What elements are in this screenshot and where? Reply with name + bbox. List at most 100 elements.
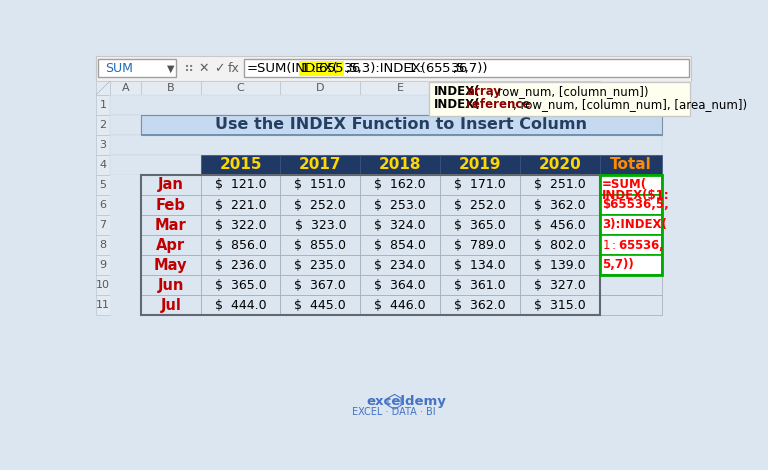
Text: $  315.0: $ 315.0 [534, 298, 586, 312]
Text: ⠶: ⠶ [184, 61, 194, 75]
Text: $  362.0: $ 362.0 [534, 198, 586, 212]
Text: ▼: ▼ [167, 63, 175, 73]
Text: 8: 8 [99, 240, 107, 250]
Bar [520, 235, 600, 255]
Text: $  365.0: $ 365.0 [215, 279, 266, 291]
Text: 4: 4 [99, 160, 107, 170]
Bar [110, 215, 141, 235]
Text: Jan: Jan [158, 178, 184, 193]
Bar [360, 81, 440, 95]
Text: $  251.0: $ 251.0 [534, 179, 586, 191]
Bar [600, 295, 662, 315]
Text: $  856.0: $ 856.0 [214, 239, 266, 251]
Bar [96, 155, 110, 175]
Text: Total: Total [610, 157, 651, 172]
Text: INDEX($1:: INDEX($1: [602, 189, 670, 202]
Bar [141, 175, 200, 195]
Bar [110, 135, 662, 155]
Text: $  322.0: $ 322.0 [215, 219, 266, 232]
Text: ✕: ✕ [198, 62, 209, 75]
Bar [141, 175, 600, 315]
Bar [280, 275, 360, 295]
Bar [360, 295, 440, 315]
Bar [360, 195, 440, 215]
Bar [440, 235, 520, 255]
Text: INDEX(: INDEX( [434, 98, 481, 111]
Text: =SUM(INDEX(: =SUM(INDEX( [247, 62, 339, 75]
Text: $  253.0: $ 253.0 [374, 198, 426, 212]
Bar [520, 81, 600, 95]
Bar [96, 175, 110, 195]
Text: reference: reference [466, 98, 531, 111]
Bar [280, 81, 360, 95]
Bar [141, 115, 662, 135]
Bar [520, 255, 600, 275]
Bar [141, 295, 200, 315]
Bar [440, 295, 520, 315]
Text: $  234.0: $ 234.0 [374, 258, 426, 272]
Bar [96, 56, 691, 81]
Text: B: B [167, 83, 174, 93]
Text: $  323.0: $ 323.0 [295, 219, 346, 232]
Bar [520, 195, 600, 215]
Bar [141, 255, 200, 275]
Bar [110, 115, 141, 135]
Text: Use the INDEX Function to Insert Column: Use the INDEX Function to Insert Column [215, 118, 588, 133]
Bar [141, 115, 662, 116]
Text: Jun: Jun [157, 278, 184, 293]
Bar [244, 60, 689, 77]
Bar [280, 155, 360, 175]
Bar [110, 95, 662, 115]
Bar [200, 235, 280, 255]
Text: $65536,5,: $65536,5, [602, 198, 669, 211]
Text: $  361.0: $ 361.0 [454, 279, 506, 291]
Text: $  134.0: $ 134.0 [454, 258, 506, 272]
Bar [110, 295, 141, 315]
Bar [98, 60, 176, 77]
Bar [110, 235, 141, 255]
Text: ✓: ✓ [214, 62, 224, 75]
Bar [280, 175, 360, 195]
Bar [200, 175, 280, 195]
Bar [200, 295, 280, 315]
Text: Feb: Feb [156, 197, 186, 212]
Bar [440, 81, 520, 95]
Bar [440, 175, 520, 195]
Text: 2: 2 [99, 120, 107, 130]
Bar [360, 235, 440, 255]
Text: A: A [121, 83, 129, 93]
Text: 5: 5 [100, 180, 107, 190]
Text: $  221.0: $ 221.0 [215, 198, 266, 212]
Bar [200, 195, 280, 215]
Bar [429, 82, 690, 116]
Bar [96, 135, 110, 155]
Bar [141, 134, 662, 135]
Bar [242, 59, 243, 78]
Bar [96, 295, 110, 315]
Bar [110, 175, 141, 195]
Bar [360, 215, 440, 235]
Text: $1:$65536: $1:$65536 [300, 62, 361, 75]
Text: 11: 11 [96, 300, 110, 310]
Bar [96, 81, 691, 95]
Text: array: array [466, 85, 502, 98]
Bar [141, 215, 200, 235]
Bar [141, 81, 200, 95]
Bar [600, 175, 662, 195]
Bar [280, 255, 360, 275]
Text: SUM: SUM [105, 62, 133, 75]
Text: C: C [237, 83, 244, 93]
Text: 2015: 2015 [220, 157, 262, 172]
Bar [520, 295, 600, 315]
Bar [141, 235, 200, 255]
Bar [96, 115, 110, 135]
Text: INDEX(: INDEX( [434, 85, 481, 98]
Bar [520, 175, 600, 195]
Bar [360, 275, 440, 295]
Text: $  802.0: $ 802.0 [534, 239, 586, 251]
Text: exceldemy: exceldemy [366, 395, 446, 408]
Text: Mar: Mar [155, 218, 187, 233]
Text: =SUM(: =SUM( [602, 178, 647, 191]
Bar [360, 255, 440, 275]
Text: $  854.0: $ 854.0 [374, 239, 426, 251]
